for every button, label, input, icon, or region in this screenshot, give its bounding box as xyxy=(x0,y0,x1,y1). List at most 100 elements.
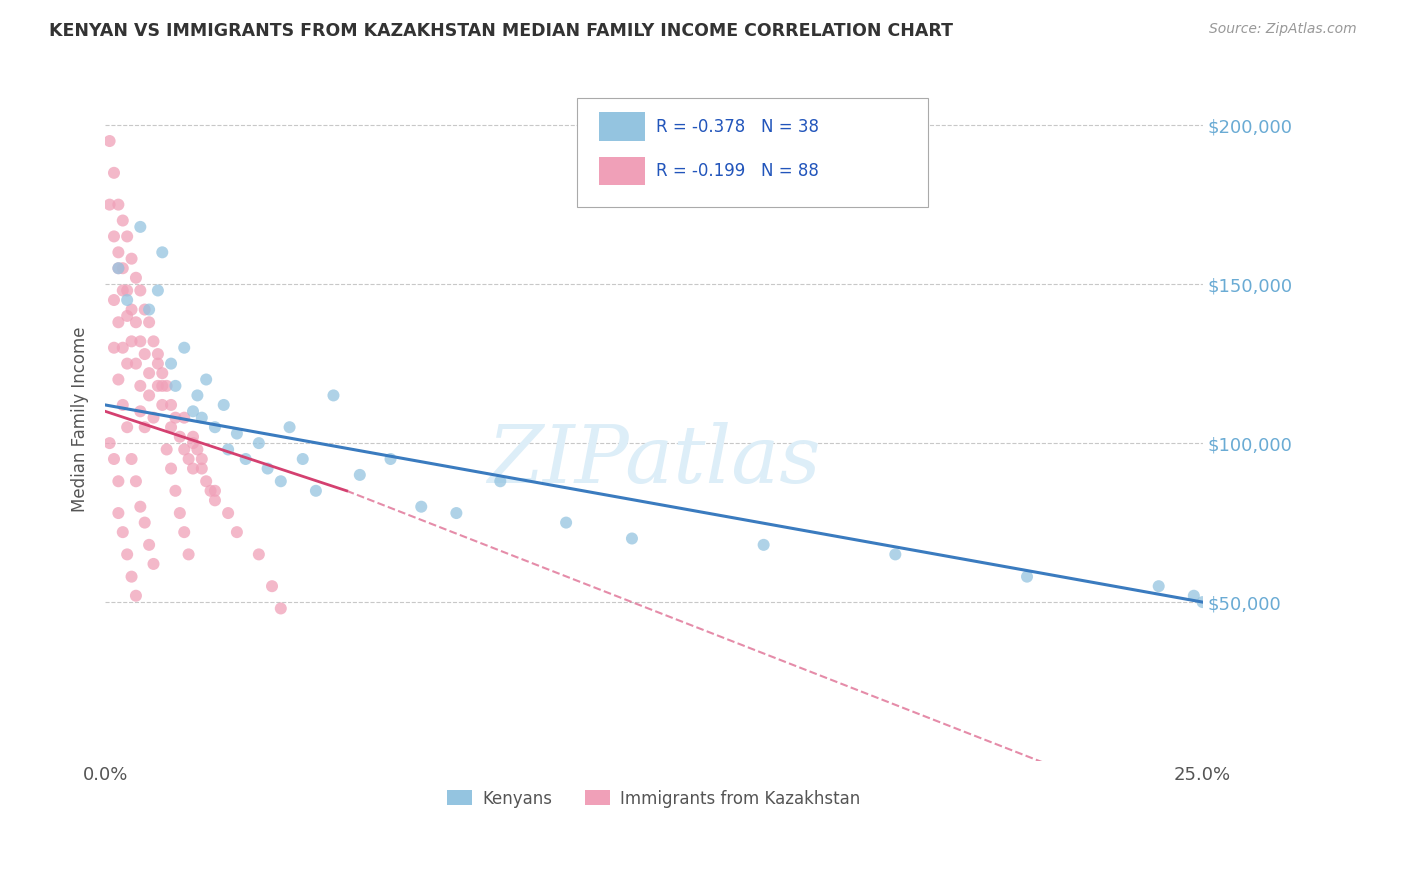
Point xyxy=(411,500,433,514)
Point xyxy=(134,347,156,361)
Point xyxy=(195,475,218,489)
Point xyxy=(107,261,129,276)
Point xyxy=(256,461,278,475)
Point xyxy=(115,293,138,307)
Point xyxy=(107,475,129,489)
Point xyxy=(169,506,191,520)
Point xyxy=(142,557,165,571)
Point xyxy=(142,410,165,425)
Point xyxy=(138,538,160,552)
Point xyxy=(142,334,165,349)
Point xyxy=(225,525,247,540)
Point xyxy=(134,302,156,317)
Point xyxy=(156,442,179,457)
Legend: Kenyans, Immigrants from Kazakhstan: Kenyans, Immigrants from Kazakhstan xyxy=(440,783,868,814)
Point xyxy=(349,467,371,482)
Point xyxy=(173,410,195,425)
Point xyxy=(129,404,152,418)
Text: Source: ZipAtlas.com: Source: ZipAtlas.com xyxy=(1209,22,1357,37)
Point xyxy=(146,284,169,298)
Point xyxy=(752,538,775,552)
Point xyxy=(107,372,129,386)
Point xyxy=(115,229,138,244)
Point xyxy=(212,398,235,412)
Point xyxy=(103,452,125,467)
Point xyxy=(121,452,143,467)
Point xyxy=(156,379,179,393)
Point xyxy=(181,404,204,418)
Point xyxy=(150,379,173,393)
Point xyxy=(1015,569,1038,583)
Point xyxy=(186,442,208,457)
Point xyxy=(169,430,191,444)
Point xyxy=(270,475,292,489)
Point xyxy=(103,341,125,355)
Point xyxy=(111,398,134,412)
Point xyxy=(291,452,314,467)
Point xyxy=(620,532,643,546)
Point xyxy=(278,420,301,434)
Point xyxy=(173,525,195,540)
Point xyxy=(217,506,239,520)
Point xyxy=(115,284,138,298)
Point xyxy=(107,197,129,211)
Point xyxy=(107,245,129,260)
Point xyxy=(1191,595,1213,609)
Point xyxy=(160,357,183,371)
Point xyxy=(107,261,129,276)
Point xyxy=(177,548,200,562)
Point xyxy=(125,589,148,603)
Point xyxy=(165,483,187,498)
Point xyxy=(270,601,292,615)
Point xyxy=(1147,579,1170,593)
Point xyxy=(160,420,183,434)
Point xyxy=(884,548,907,562)
Point xyxy=(107,506,129,520)
Point xyxy=(125,357,148,371)
FancyBboxPatch shape xyxy=(576,98,928,207)
Point xyxy=(121,252,143,266)
Point xyxy=(204,420,226,434)
Point xyxy=(191,452,214,467)
Point xyxy=(129,500,152,514)
Point xyxy=(322,388,344,402)
Point xyxy=(247,436,270,450)
Point xyxy=(121,569,143,583)
Point xyxy=(150,366,173,380)
Text: ZIPatlas: ZIPatlas xyxy=(486,422,821,499)
Point xyxy=(555,516,578,530)
Point xyxy=(181,430,204,444)
Point xyxy=(446,506,468,520)
Point xyxy=(115,548,138,562)
Point xyxy=(165,379,187,393)
Point xyxy=(98,197,121,211)
Point xyxy=(247,548,270,562)
Text: R = -0.378   N = 38: R = -0.378 N = 38 xyxy=(657,118,820,136)
Point xyxy=(111,284,134,298)
Point xyxy=(115,309,138,323)
Point xyxy=(129,284,152,298)
Point xyxy=(115,420,138,434)
Point xyxy=(160,398,183,412)
Point xyxy=(115,357,138,371)
Text: R = -0.199   N = 88: R = -0.199 N = 88 xyxy=(657,162,818,180)
Point xyxy=(125,315,148,329)
Point xyxy=(380,452,402,467)
Point xyxy=(191,410,214,425)
Point xyxy=(129,379,152,393)
Point xyxy=(165,410,187,425)
Point xyxy=(103,229,125,244)
Point xyxy=(146,347,169,361)
Point xyxy=(134,420,156,434)
Point xyxy=(146,379,169,393)
Point xyxy=(138,302,160,317)
Point xyxy=(103,293,125,307)
Point xyxy=(173,442,195,457)
Point xyxy=(195,372,218,386)
Point xyxy=(160,461,183,475)
FancyBboxPatch shape xyxy=(599,157,645,186)
Point xyxy=(204,483,226,498)
Point xyxy=(111,525,134,540)
Point xyxy=(260,579,283,593)
Point xyxy=(134,516,156,530)
